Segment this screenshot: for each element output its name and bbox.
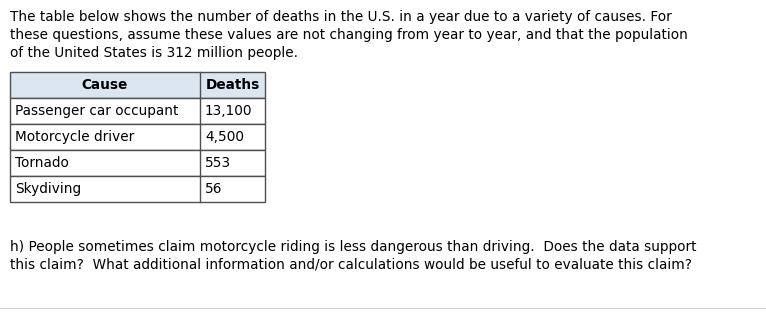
Bar (10, 176, 265, 202)
Text: 4,500: 4,500 (205, 130, 244, 144)
Text: Cause: Cause (82, 78, 128, 92)
Bar (10, 124, 265, 150)
Text: 56: 56 (205, 182, 222, 196)
Text: h) People sometimes claim motorcycle riding is less dangerous than driving.  Doe: h) People sometimes claim motorcycle rid… (10, 240, 696, 254)
Text: this claim?  What additional information and/or calculations would be useful to : this claim? What additional information … (10, 258, 692, 272)
Bar (10, 150, 265, 176)
Bar (10, 98, 265, 124)
Text: Tornado: Tornado (15, 156, 69, 170)
Text: Skydiving: Skydiving (15, 182, 81, 196)
Text: Deaths: Deaths (205, 78, 260, 92)
Text: 13,100: 13,100 (205, 104, 253, 118)
Text: Passenger car occupant: Passenger car occupant (15, 104, 178, 118)
Text: Motorcycle driver: Motorcycle driver (15, 130, 134, 144)
Text: these questions, assume these values are not changing from year to year, and tha: these questions, assume these values are… (10, 28, 688, 42)
Text: 553: 553 (205, 156, 231, 170)
Text: of the United States is 312 million people.: of the United States is 312 million peop… (10, 46, 298, 60)
Text: The table below shows the number of deaths in the U.S. in a year due to a variet: The table below shows the number of deat… (10, 10, 672, 24)
Bar (10, 72, 265, 98)
